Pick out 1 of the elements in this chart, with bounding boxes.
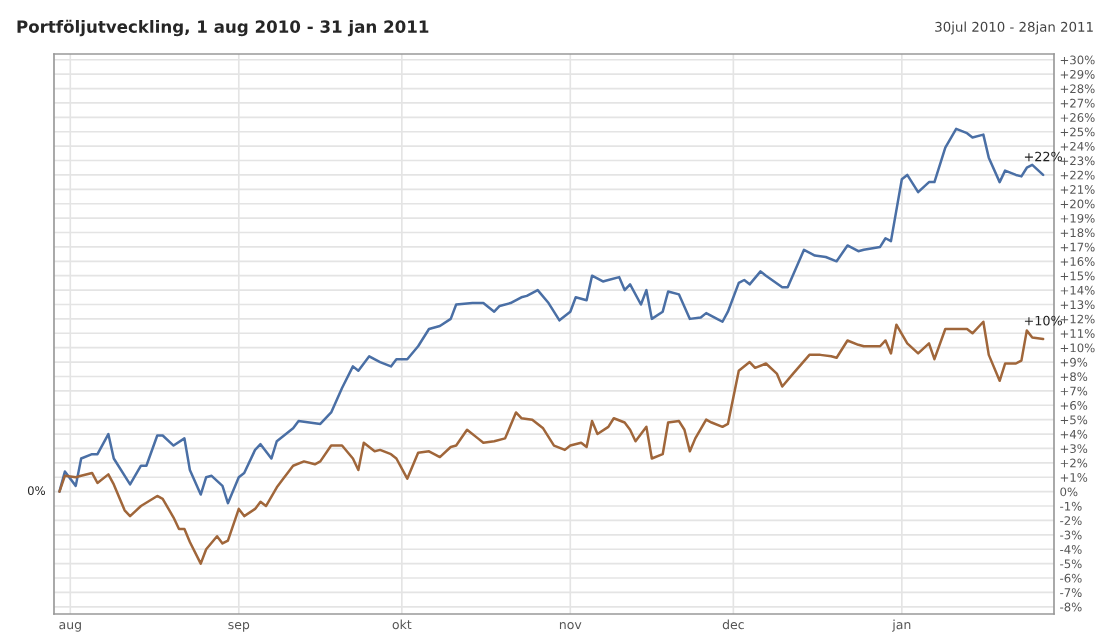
chart-title: Portföljutveckling, 1 aug 2010 - 31 jan 2011 — [17, 19, 429, 37]
